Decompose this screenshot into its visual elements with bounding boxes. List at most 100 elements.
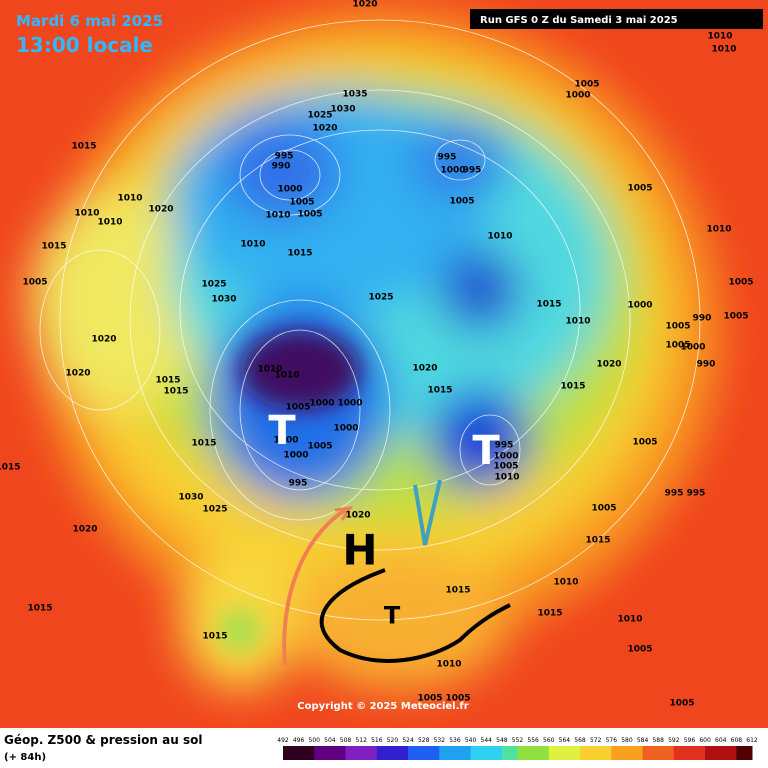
isobar-label: 1010 (117, 194, 142, 204)
isobar-label: 1000 (283, 451, 308, 461)
isobar-label: 1005 (445, 694, 470, 704)
isobar-label: 1000 (277, 185, 302, 195)
isobar-label: 1015 (191, 439, 216, 449)
isobar-label: 995 (289, 479, 308, 489)
isobar-label: 1000 (273, 436, 298, 446)
isobar-label: 1015 (287, 249, 312, 259)
isobar-label: 995 (495, 441, 514, 451)
scale-cell (298, 746, 315, 760)
isobar-label: 1030 (178, 493, 203, 503)
local-time: 13:00 locale (16, 33, 153, 57)
isobar-label: 1010 (707, 32, 732, 42)
scale-label: 576 (606, 737, 618, 744)
isobar-label: 1000 (627, 301, 652, 311)
isobar-label: 1020 (148, 205, 173, 215)
isobar-label: 1000 (309, 399, 334, 409)
isobar-label: 995 (438, 153, 457, 163)
isobar-label: 1000 (565, 91, 590, 101)
isobar-label: 995 (687, 489, 706, 499)
scale-label: 568 (574, 737, 586, 744)
isobar-label: 995 (275, 152, 294, 162)
scale-cell (626, 746, 644, 760)
isobar-label: 1000 (440, 166, 465, 176)
isobar-label: 1020 (352, 0, 377, 10)
isobar-label: 1015 (427, 386, 452, 396)
isobar-label: 1020 (345, 511, 370, 521)
scale-label: 564 (559, 737, 571, 744)
isobar-label: 1005 (627, 645, 652, 655)
isobar-label: 1010 (97, 218, 122, 228)
scale-cell (423, 746, 440, 760)
scale-label: 556 (527, 737, 539, 744)
lead-time: (+ 84h) (4, 752, 46, 763)
isobar-label: 1000 (493, 452, 518, 462)
scale-cell (580, 746, 597, 760)
isobar-label: 1005 (627, 184, 652, 194)
copyright: Copyright © 2025 Meteociel.fr (297, 701, 468, 712)
isobar-label: 1000 (680, 343, 705, 353)
scale-label: 492 (277, 737, 289, 744)
isobar-label: 1015 (41, 242, 66, 252)
isobar-label: 990 (697, 360, 716, 370)
isobar-label: 1020 (91, 335, 116, 345)
isobar-label: 1005 (449, 197, 474, 207)
isobar-label: 1005 (417, 694, 442, 704)
scale-cell (533, 746, 550, 760)
scale-cell (689, 746, 706, 760)
scale-label: 524 (402, 737, 414, 744)
scale-label: 604 (715, 737, 727, 744)
isobar-label: 1010 (706, 225, 731, 235)
isobar-label: 1005 (632, 438, 657, 448)
date: Mardi 6 mai 2025 (16, 12, 163, 30)
scale-label: 600 (699, 737, 711, 744)
isobar-label: 1010 (565, 317, 590, 327)
scale-cell (736, 746, 753, 760)
scale-label: 548 (496, 737, 508, 744)
isobar-label: 1000 (333, 424, 358, 434)
scale-label: 500 (309, 737, 321, 744)
scale-label: 508 (340, 737, 352, 744)
isobar-label: 1015 (560, 382, 585, 392)
isobar-label: 1010 (274, 371, 299, 381)
scale-cell (486, 746, 503, 760)
scale-label: 532 (434, 737, 446, 744)
pressure-center: T (268, 408, 296, 454)
isobar-label: 1025 (202, 505, 227, 515)
scale-cell (595, 746, 612, 760)
scale-cell (439, 746, 456, 760)
isobar-label: 1005 (289, 198, 314, 208)
isobar-label: 1020 (72, 525, 97, 535)
scale-cell (454, 746, 472, 760)
scale-cell (548, 746, 565, 760)
scale-label: 592 (668, 737, 680, 744)
isobar-label: 995 (665, 489, 684, 499)
isobar-label: 1010 (436, 660, 461, 670)
isobar-label: 1010 (487, 232, 512, 242)
scale-cell (720, 746, 737, 760)
isobar-label: 1015 (27, 604, 52, 614)
isobar-label: 995 (463, 166, 482, 176)
scale-cell (642, 746, 659, 760)
scale-cell (408, 746, 425, 760)
isobar-label: 1005 (665, 322, 690, 332)
isobar-label: 1010 (74, 209, 99, 219)
pressure-center: H (342, 526, 377, 575)
isobar-label: 1020 (412, 364, 437, 374)
isobar-label: 1015 (202, 632, 227, 642)
isobar-label: 1015 (536, 300, 561, 310)
isobar-label: 1015 (163, 387, 188, 397)
isobar-label: 990 (693, 314, 712, 324)
isobar-label: 1005 (574, 80, 599, 90)
scale-label: 504 (324, 737, 336, 744)
scale-label: 512 (355, 737, 367, 744)
isobar-label: 1005 (285, 403, 310, 413)
scale-label: 596 (684, 737, 696, 744)
isobar-label: 1025 (307, 111, 332, 121)
scale-cell (705, 746, 722, 760)
scale-cell (361, 746, 378, 760)
isobar-label: 1010 (553, 578, 578, 588)
scale-label: 536 (449, 737, 461, 744)
isobar-label: 1010 (265, 211, 290, 221)
isobar-label: 1010 (257, 365, 282, 375)
